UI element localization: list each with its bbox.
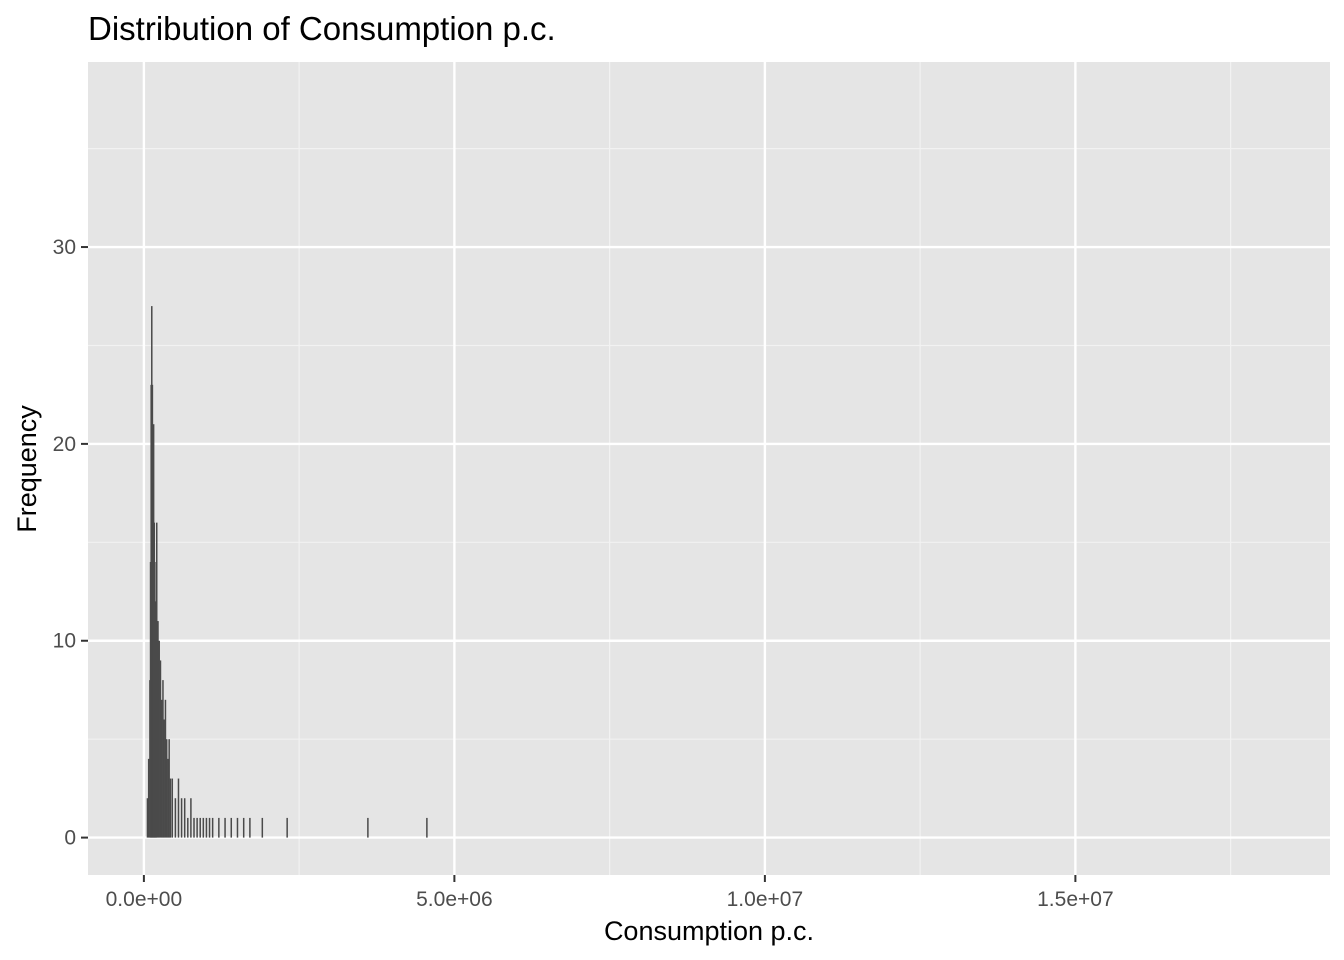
histogram-bar xyxy=(160,699,163,838)
histogram-bar xyxy=(367,817,369,838)
histogram-bar xyxy=(286,817,288,838)
x-tick-label: 1.5e+07 xyxy=(1037,888,1114,911)
histogram-bar xyxy=(236,817,239,838)
y-tick-label: 30 xyxy=(53,236,76,259)
histogram-bar xyxy=(147,758,150,838)
x-tick-label: 1.0e+07 xyxy=(727,888,804,911)
histogram-bar xyxy=(163,719,165,838)
histogram-bar xyxy=(169,778,172,838)
y-tick-label: 10 xyxy=(53,630,76,653)
x-tick-label: 0.0e+00 xyxy=(106,888,183,911)
histogram-bar xyxy=(177,778,180,838)
histogram-bar xyxy=(202,817,205,838)
histogram-bar xyxy=(165,739,168,838)
histogram-bar xyxy=(159,660,162,838)
histogram-bar xyxy=(249,817,251,838)
histogram-bar xyxy=(208,817,211,838)
histogram-bar xyxy=(180,798,183,838)
histogram-bar xyxy=(230,817,233,838)
histogram-bar xyxy=(199,817,201,838)
histogram-bar xyxy=(158,640,160,838)
histogram-bar xyxy=(164,699,167,838)
histogram-bar xyxy=(261,817,264,838)
histogram-bar xyxy=(205,817,208,838)
chart-title: Distribution of Consumption p.c. xyxy=(88,10,556,47)
minor-gridlines xyxy=(88,62,1330,875)
histogram-bar xyxy=(211,817,214,838)
histogram-bar xyxy=(183,798,186,838)
histogram-bar xyxy=(146,798,149,838)
histogram-bar xyxy=(224,817,226,838)
histogram-bar xyxy=(193,817,195,838)
y-tick-label: 20 xyxy=(53,433,76,456)
histogram-bar xyxy=(196,817,198,838)
histogram-bar xyxy=(157,621,159,838)
histogram-bar xyxy=(190,798,192,838)
histogram-bar xyxy=(171,778,174,838)
histogram-bar xyxy=(426,817,428,838)
histogram-bar xyxy=(155,522,158,838)
histogram-bar xyxy=(218,817,220,838)
y-tick-label: 0 xyxy=(64,827,76,850)
x-tick-label: 5.0e+06 xyxy=(416,888,493,911)
x-axis-title: Consumption p.c. xyxy=(604,916,814,946)
histogram-bar xyxy=(162,680,164,838)
major-gridlines xyxy=(88,62,1330,875)
histogram-bar xyxy=(187,817,189,838)
plot-panel xyxy=(88,62,1330,875)
histogram-bar xyxy=(242,817,245,838)
y-axis-title: Frequency xyxy=(12,405,42,533)
histogram-bars xyxy=(146,306,428,838)
histogram-bar xyxy=(167,758,169,838)
histogram-bar xyxy=(174,798,177,838)
x-axis: 0.0e+00 5.0e+06 1.0e+07 1.5e+07 xyxy=(106,875,1114,911)
histogram-bar xyxy=(168,739,170,838)
y-axis: 0 10 20 30 xyxy=(53,236,88,850)
